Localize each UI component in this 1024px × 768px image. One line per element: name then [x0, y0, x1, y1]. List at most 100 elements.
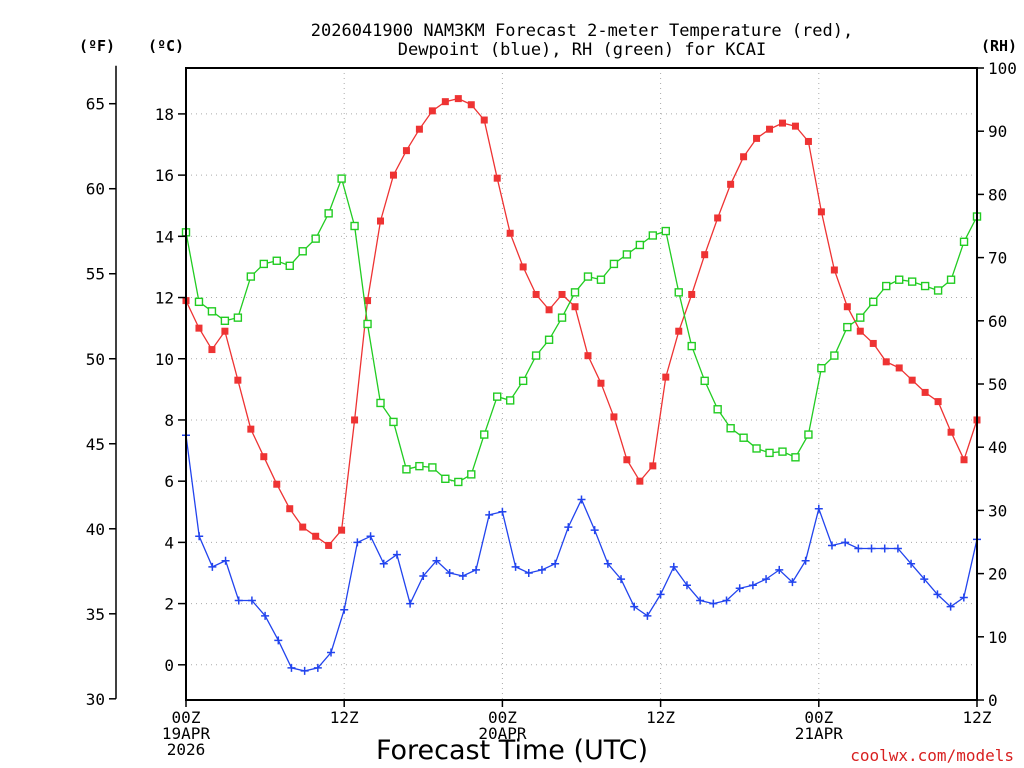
- rh-tick-label: 70: [988, 249, 1007, 268]
- data-point: [648, 231, 658, 240]
- data-point: [558, 290, 566, 298]
- data-point: [583, 272, 593, 281]
- data-point: [454, 95, 462, 103]
- x-tick-label: 12Z: [330, 708, 359, 727]
- data-point: [762, 575, 771, 584]
- data-point: [643, 611, 652, 620]
- rh-unit-label: (RH): [981, 37, 1017, 55]
- data-point: [208, 346, 216, 354]
- data-point: [415, 125, 423, 133]
- data-point: [221, 556, 230, 565]
- data-point: [791, 122, 799, 130]
- data-point: [298, 247, 307, 256]
- data-point: [649, 462, 657, 470]
- data-point: [893, 544, 902, 553]
- data-point: [687, 341, 696, 351]
- data-point: [480, 116, 488, 124]
- data-point: [921, 388, 929, 396]
- data-point: [827, 541, 836, 550]
- plot-frame: [185, 67, 978, 701]
- data-point: [260, 453, 268, 461]
- data-point: [584, 352, 592, 360]
- data-point: [300, 666, 309, 675]
- data-point: [804, 430, 813, 439]
- data-point: [445, 568, 454, 577]
- data-point: [564, 523, 573, 532]
- data-point: [843, 303, 851, 311]
- celsius-unit-label: (ºC): [148, 37, 184, 55]
- data-point: [656, 590, 665, 599]
- data-point: [727, 180, 735, 188]
- celsius-tick-label: 0: [164, 656, 174, 675]
- gridlines: [186, 68, 977, 700]
- rh-tick-label: 80: [988, 185, 1007, 204]
- data-point: [688, 290, 696, 298]
- data-point: [933, 286, 943, 295]
- rh-tick-label: 10: [988, 628, 1007, 647]
- data-point: [353, 538, 362, 547]
- data-point: [920, 281, 930, 291]
- data-point: [726, 424, 735, 433]
- x-tick-label: 00Z: [172, 708, 201, 727]
- data-point: [908, 376, 916, 384]
- chart-title-line-2: Dewpoint (blue), RH (green) for KCAI: [398, 40, 766, 60]
- series-line: [185, 176, 978, 483]
- data-point: [701, 251, 709, 259]
- data-point: [402, 147, 410, 155]
- x-tick-label: 12Z: [646, 708, 675, 727]
- data-point: [246, 272, 256, 281]
- x-tick-label: 12Z: [963, 708, 992, 727]
- x-tick-label: 2026: [167, 740, 206, 759]
- data-point: [882, 358, 890, 366]
- data-point: [596, 275, 606, 284]
- series-line: [185, 435, 978, 672]
- data-point: [376, 398, 385, 408]
- data-point: [617, 575, 626, 584]
- data-point: [366, 532, 375, 541]
- celsius-tick-label: 16: [155, 166, 174, 185]
- data-point: [467, 470, 476, 479]
- data-point: [389, 171, 397, 179]
- data-point: [960, 456, 968, 464]
- data-point: [337, 174, 346, 183]
- data-point: [531, 351, 541, 360]
- data-point: [441, 98, 449, 106]
- data-point: [551, 559, 560, 568]
- data-point: [338, 526, 346, 534]
- data-point: [506, 229, 514, 237]
- celsius-tick-label: 12: [155, 289, 174, 308]
- data-point: [714, 214, 722, 222]
- data-point: [735, 584, 744, 593]
- data-point: [801, 556, 810, 565]
- fahrenheit-tick-label: 35: [86, 605, 105, 624]
- data-point: [524, 568, 533, 577]
- data-point: [285, 261, 294, 271]
- data-point: [675, 327, 683, 335]
- data-point: [544, 335, 554, 344]
- x-tick-label: 20APR: [478, 724, 527, 743]
- data-point: [545, 306, 553, 314]
- data-point: [682, 581, 691, 590]
- data-point: [511, 562, 520, 571]
- data-point: [194, 297, 204, 307]
- data-point: [392, 550, 401, 559]
- data-point: [856, 327, 864, 335]
- celsius-tick-label: 2: [164, 595, 174, 614]
- data-point: [623, 456, 631, 464]
- data-point: [505, 396, 515, 405]
- data-point: [609, 259, 619, 269]
- data-point: [247, 425, 255, 433]
- rh-tick-label: 40: [988, 438, 1007, 457]
- data-point: [350, 221, 359, 231]
- data-point: [778, 447, 787, 456]
- data-point: [804, 137, 812, 145]
- data-point: [739, 433, 748, 442]
- data-point: [622, 250, 632, 259]
- data-point: [880, 544, 889, 553]
- data-point: [788, 578, 797, 587]
- data-point: [273, 480, 281, 488]
- data-point: [603, 559, 612, 568]
- data-point: [817, 364, 826, 373]
- data-point: [259, 259, 269, 269]
- data-point: [907, 277, 917, 286]
